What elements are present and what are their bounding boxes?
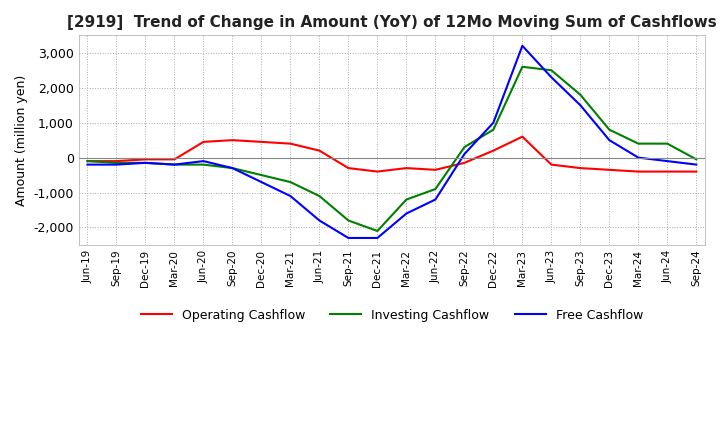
Free Cashflow xyxy=(373,235,382,241)
Investing Cashflow xyxy=(344,218,353,223)
Operating Cashflow xyxy=(634,169,643,174)
Legend: Operating Cashflow, Investing Cashflow, Free Cashflow: Operating Cashflow, Investing Cashflow, … xyxy=(135,304,648,327)
Line: Investing Cashflow: Investing Cashflow xyxy=(88,67,696,231)
Title: [2919]  Trend of Change in Amount (YoY) of 12Mo Moving Sum of Cashflows: [2919] Trend of Change in Amount (YoY) o… xyxy=(67,15,717,30)
Investing Cashflow xyxy=(518,64,526,70)
Operating Cashflow xyxy=(344,165,353,171)
Operating Cashflow xyxy=(547,162,556,167)
Investing Cashflow xyxy=(228,165,237,171)
Free Cashflow xyxy=(605,138,613,143)
Free Cashflow xyxy=(84,162,92,167)
Free Cashflow xyxy=(402,211,410,216)
Free Cashflow xyxy=(228,165,237,171)
Investing Cashflow xyxy=(373,228,382,234)
Investing Cashflow xyxy=(402,197,410,202)
Operating Cashflow xyxy=(141,157,150,162)
Line: Operating Cashflow: Operating Cashflow xyxy=(88,137,696,172)
Free Cashflow xyxy=(518,43,526,48)
Operating Cashflow xyxy=(692,169,701,174)
Investing Cashflow xyxy=(315,194,324,199)
Operating Cashflow xyxy=(605,167,613,172)
Free Cashflow xyxy=(489,120,498,125)
Investing Cashflow xyxy=(576,92,585,97)
Free Cashflow xyxy=(170,162,179,167)
Free Cashflow xyxy=(199,158,208,164)
Free Cashflow xyxy=(460,151,469,157)
Operating Cashflow xyxy=(518,134,526,139)
Operating Cashflow xyxy=(663,169,672,174)
Investing Cashflow xyxy=(141,160,150,165)
Investing Cashflow xyxy=(692,157,701,162)
Operating Cashflow xyxy=(286,141,294,146)
Free Cashflow xyxy=(344,235,353,241)
Investing Cashflow xyxy=(431,187,440,192)
Free Cashflow xyxy=(431,197,440,202)
Investing Cashflow xyxy=(257,172,266,178)
Free Cashflow xyxy=(692,162,701,167)
Free Cashflow xyxy=(257,180,266,185)
Free Cashflow xyxy=(141,160,150,165)
Operating Cashflow xyxy=(576,165,585,171)
Investing Cashflow xyxy=(489,127,498,132)
Free Cashflow xyxy=(634,155,643,160)
Operating Cashflow xyxy=(373,169,382,174)
Free Cashflow xyxy=(112,162,121,167)
Investing Cashflow xyxy=(547,68,556,73)
Operating Cashflow xyxy=(431,167,440,172)
Operating Cashflow xyxy=(315,148,324,153)
Y-axis label: Amount (million yen): Amount (million yen) xyxy=(15,74,28,206)
Operating Cashflow xyxy=(228,138,237,143)
Operating Cashflow xyxy=(460,160,469,165)
Free Cashflow xyxy=(547,75,556,80)
Line: Free Cashflow: Free Cashflow xyxy=(88,46,696,238)
Operating Cashflow xyxy=(489,148,498,153)
Operating Cashflow xyxy=(170,157,179,162)
Operating Cashflow xyxy=(199,139,208,144)
Operating Cashflow xyxy=(257,139,266,144)
Free Cashflow xyxy=(663,158,672,164)
Investing Cashflow xyxy=(460,144,469,150)
Free Cashflow xyxy=(576,103,585,108)
Investing Cashflow xyxy=(112,160,121,165)
Investing Cashflow xyxy=(170,162,179,167)
Investing Cashflow xyxy=(286,180,294,185)
Free Cashflow xyxy=(286,194,294,199)
Free Cashflow xyxy=(315,218,324,223)
Operating Cashflow xyxy=(84,158,92,164)
Operating Cashflow xyxy=(112,158,121,164)
Investing Cashflow xyxy=(663,141,672,146)
Operating Cashflow xyxy=(402,165,410,171)
Investing Cashflow xyxy=(84,158,92,164)
Investing Cashflow xyxy=(199,162,208,167)
Investing Cashflow xyxy=(634,141,643,146)
Investing Cashflow xyxy=(605,127,613,132)
